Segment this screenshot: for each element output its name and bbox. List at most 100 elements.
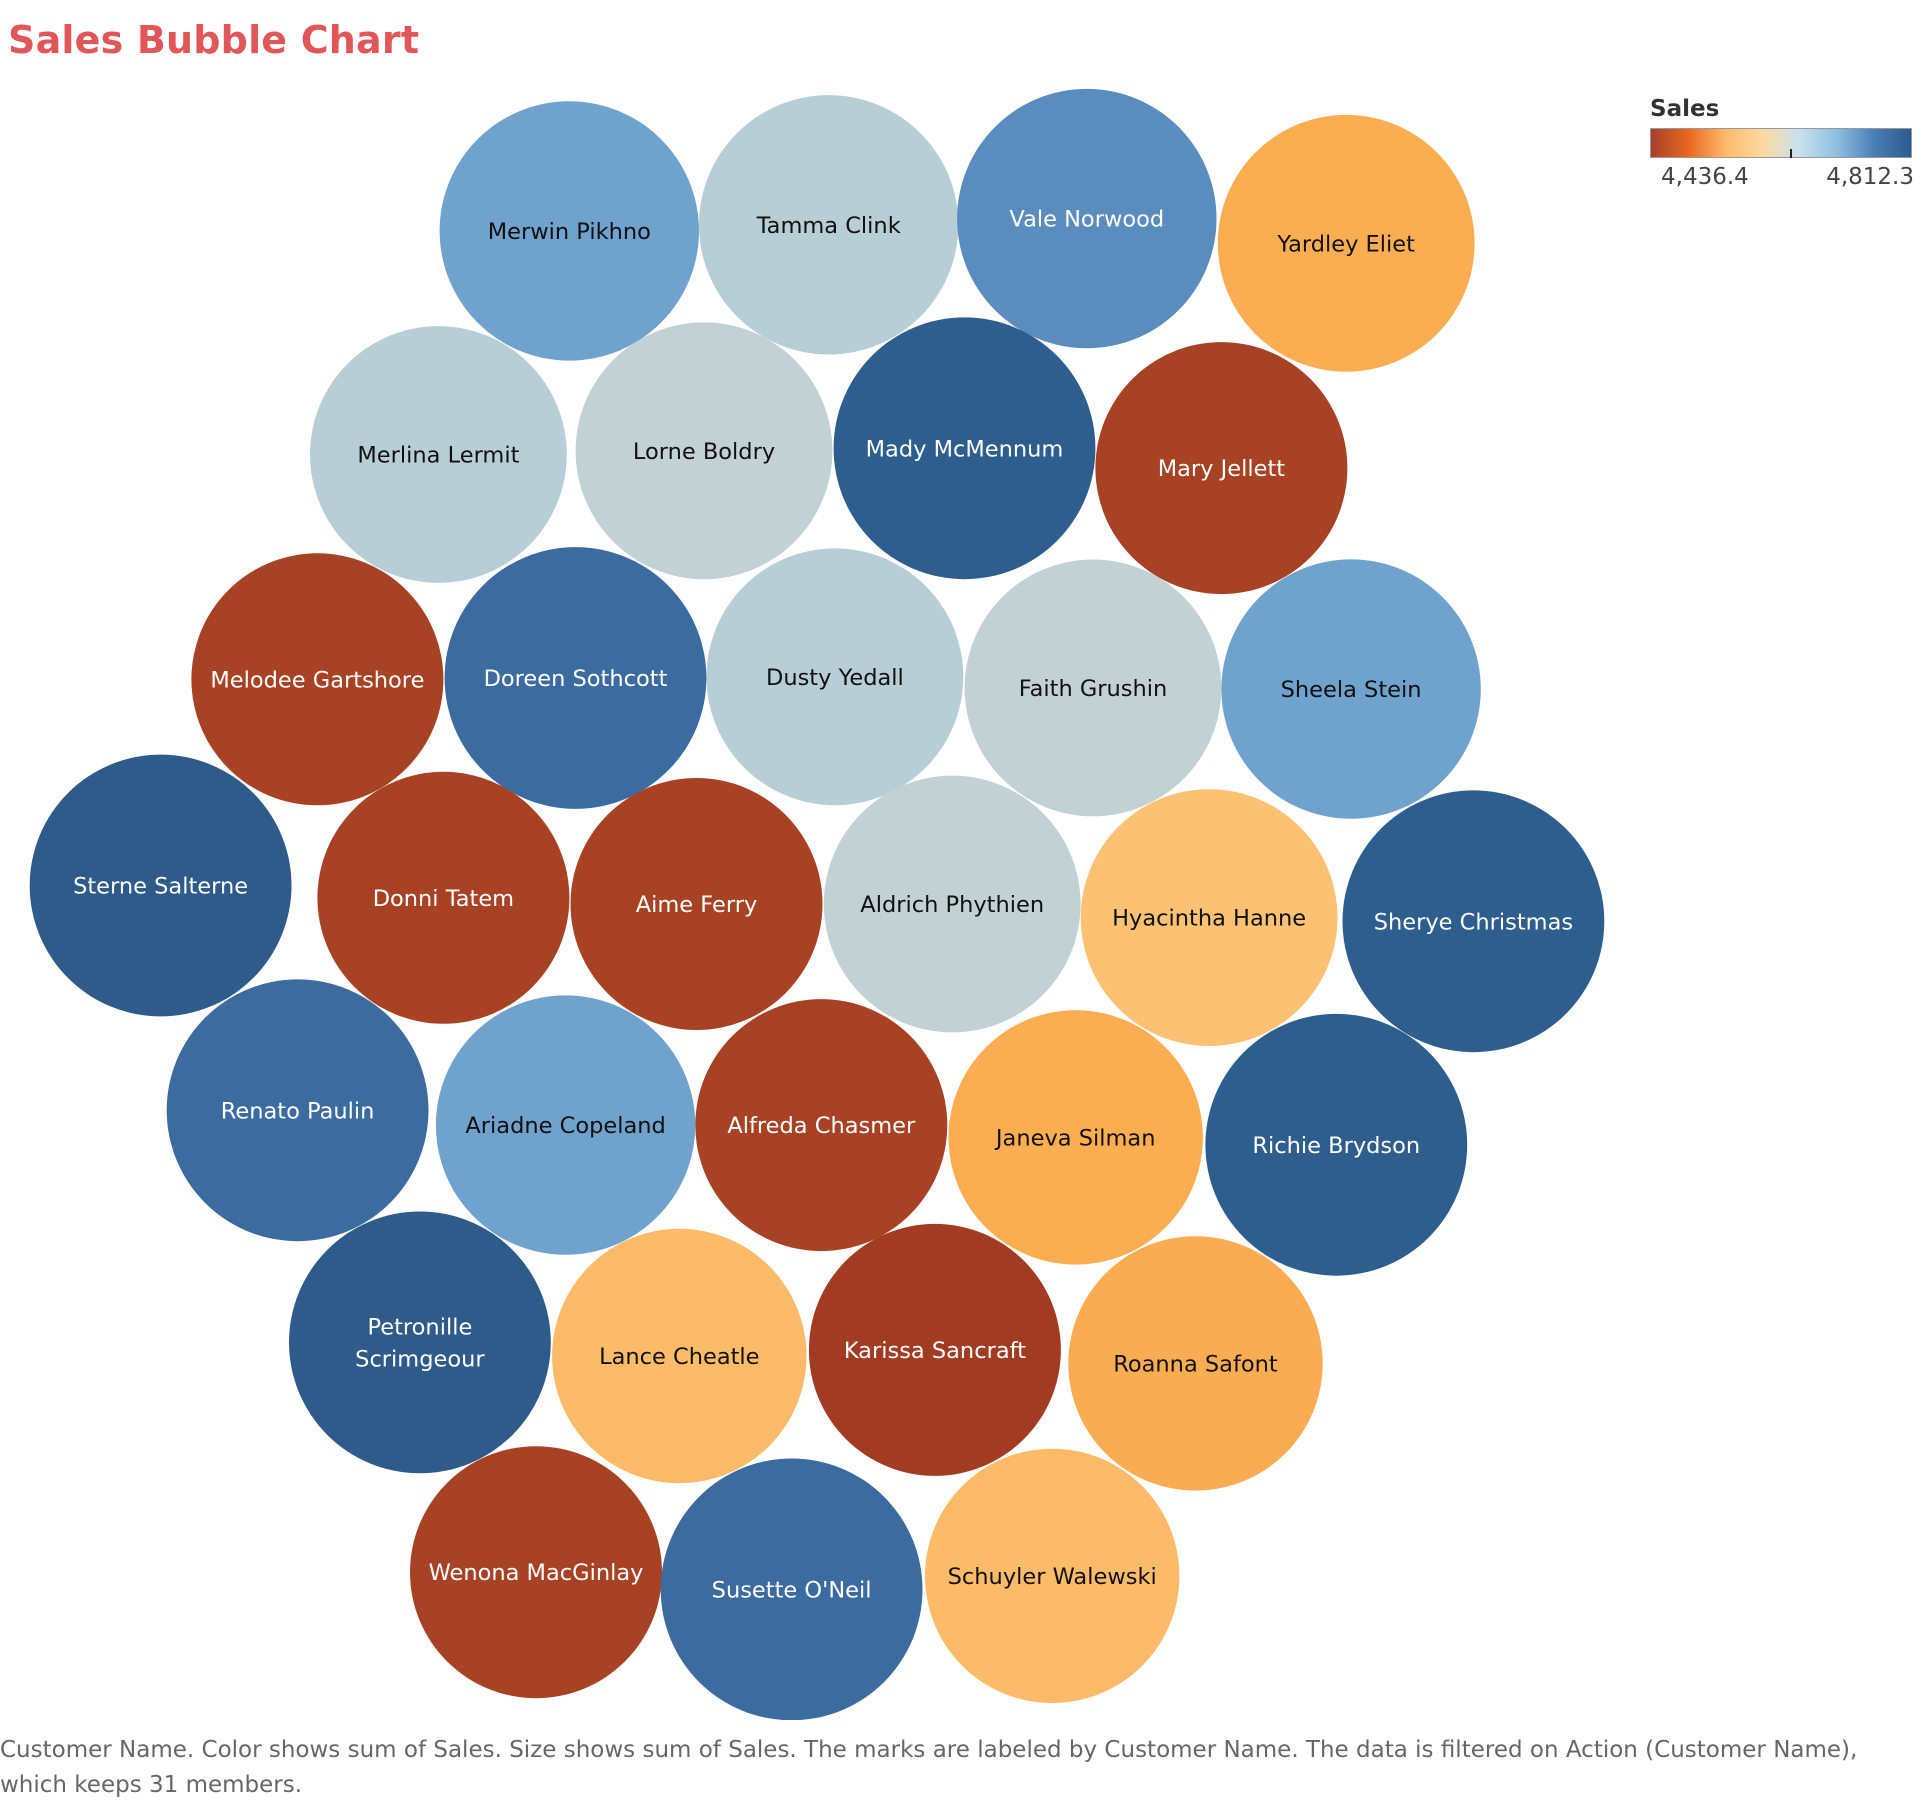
bubble-label: Karissa Sancraft: [844, 1338, 1026, 1364]
bubble-mark[interactable]: Sheela Stein: [1221, 559, 1481, 819]
legend-min-label: 4,436.4: [1661, 164, 1749, 190]
bubble-label: Lance Cheatle: [599, 1344, 759, 1370]
bubble-label: Mary Jellett: [1158, 456, 1286, 482]
bubble-mark[interactable]: Lorne Boldry: [575, 322, 833, 580]
bubble-circle[interactable]: [808, 1223, 1061, 1476]
bubble-circle[interactable]: [1095, 342, 1348, 595]
bubble-label: Alfreda Chasmer: [727, 1113, 916, 1139]
bubble-circle[interactable]: [317, 771, 570, 1024]
bubble-label: Wenona MacGinlay: [429, 1560, 644, 1586]
legend-title: Sales: [1650, 96, 1720, 122]
bubble-mark[interactable]: Sherye Christmas: [1342, 790, 1605, 1053]
bubble-mark[interactable]: Doreen Sothcott: [444, 547, 707, 809]
bubble-label: Merlina Lermit: [357, 443, 519, 469]
bubble-circle[interactable]: [924, 1448, 1180, 1704]
bubble-mark[interactable]: Roanna Safont: [1068, 1236, 1323, 1491]
bubble-label: Donni Tatem: [373, 886, 514, 912]
bubble-label: Dusty Yedall: [766, 665, 904, 691]
bubble-mark[interactable]: Merwin Pikhno: [439, 101, 699, 361]
bubble-circle[interactable]: [410, 1446, 662, 1699]
legend-max-label: 4,812.3: [1826, 164, 1914, 190]
bubble-circle[interactable]: [289, 1211, 551, 1474]
chart-caption: Customer Name. Color shows sum of Sales.…: [0, 1737, 1858, 1798]
bubble-label: Petronille Scrimgeour: [355, 1314, 485, 1372]
bubble-circle[interactable]: [948, 1010, 1203, 1265]
bubble-mark[interactable]: Karissa Sancraft: [808, 1223, 1061, 1476]
legend-midpoint-tick: [1790, 149, 1792, 158]
bubble-chart[interactable]: Merwin Pikhno Tamma Clink Vale Norwood Yard…: [0, 0, 1928, 1720]
bubble-circle[interactable]: [660, 1458, 923, 1721]
bubble-circle[interactable]: [575, 322, 833, 580]
bubble-circle[interactable]: [833, 317, 1096, 580]
bubble-label: Doreen Sothcott: [484, 666, 668, 692]
bubble-mark[interactable]: Aime Ferry: [570, 778, 823, 1030]
bubble-label: Lorne Boldry: [633, 439, 775, 465]
bubble-mark[interactable]: Wenona MacGinlay: [410, 1446, 662, 1699]
bubble-label: Merwin Pikhno: [488, 219, 651, 245]
bubble-label: Tamma Clink: [756, 213, 901, 239]
chart-title: Sales Bubble Chart: [8, 18, 420, 62]
bubble-mark[interactable]: Faith Grushin: [964, 559, 1222, 817]
bubble-label: Richie Brydson: [1252, 1133, 1420, 1159]
bubble-label: Roanna Safont: [1113, 1351, 1278, 1377]
bubble-circle[interactable]: [1221, 559, 1481, 819]
bubble-mark[interactable]: Janeva Silman: [948, 1010, 1203, 1265]
bubble-label: Hyacintha Hanne: [1112, 906, 1306, 932]
bubble-circle[interactable]: [706, 548, 964, 806]
bubble-label: Renato Paulin: [221, 1098, 375, 1124]
color-legend[interactable]: Sales 4,436.4 4,812.3: [1650, 96, 1926, 194]
bubble-mark[interactable]: Lance Cheatle: [552, 1228, 807, 1484]
bubble-circle[interactable]: [29, 754, 292, 1017]
bubble-circle[interactable]: [1068, 1236, 1323, 1491]
bubble-mark[interactable]: Sterne Salterne: [29, 754, 292, 1017]
bubble-circle[interactable]: [695, 999, 948, 1252]
bubble-circle[interactable]: [439, 101, 699, 361]
bubble-mark[interactable]: Tamma Clink: [699, 95, 959, 355]
bubble-circle[interactable]: [1205, 1013, 1468, 1276]
bubble-mark[interactable]: Mady McMennum: [833, 317, 1096, 580]
bubble-label: Vale Norwood: [1009, 207, 1164, 233]
legend-gradient-bar: [1650, 128, 1912, 158]
bubble-mark[interactable]: Vale Norwood: [957, 88, 1217, 349]
bubble-label: Sheela Stein: [1281, 677, 1422, 703]
bubble-mark[interactable]: Alfreda Chasmer: [695, 999, 948, 1252]
bubble-circle[interactable]: [435, 995, 696, 1255]
bubble-mark[interactable]: Susette O'Neil: [660, 1458, 923, 1721]
bubble-label: Faith Grushin: [1019, 676, 1168, 702]
bubble-circle[interactable]: [444, 547, 707, 809]
bubble-mark[interactable]: Melodee Gartshore: [191, 553, 444, 806]
bubble-label: Aldrich Phythien: [860, 892, 1044, 918]
bubble-circle[interactable]: [570, 778, 823, 1030]
bubble-label: Janeva Silman: [994, 1125, 1156, 1151]
bubble-circle[interactable]: [699, 95, 959, 355]
bubble-mark[interactable]: Aldrich Phythien: [823, 775, 1081, 1033]
bubble-circle[interactable]: [191, 553, 444, 806]
bubble-mark[interactable]: Renato Paulin: [166, 979, 429, 1242]
bubble-mark[interactable]: Ariadne Copeland: [435, 995, 696, 1255]
bubble-mark[interactable]: Richie Brydson: [1205, 1013, 1468, 1276]
bubble-circle[interactable]: [964, 559, 1222, 817]
bubble-circle[interactable]: [1342, 790, 1605, 1053]
bubble-circle[interactable]: [310, 326, 567, 583]
bubble-circle[interactable]: [552, 1228, 807, 1484]
bubble-circle[interactable]: [1080, 789, 1338, 1046]
bubble-label: Schuyler Walewski: [948, 1564, 1157, 1590]
bubble-circle[interactable]: [1217, 114, 1475, 372]
bubble-mark[interactable]: Merlina Lermit: [310, 326, 567, 583]
bubble-label: Susette O'Neil: [712, 1577, 872, 1603]
bubble-mark[interactable]: Schuyler Walewski: [924, 1448, 1180, 1704]
bubble-mark[interactable]: Mary Jellett: [1095, 342, 1348, 595]
bubble-label: Ariadne Copeland: [465, 1113, 665, 1139]
bubble-mark[interactable]: Yardley Eliet: [1217, 114, 1475, 372]
bubble-mark[interactable]: Petronille Scrimgeour: [289, 1211, 551, 1474]
bubble-circle[interactable]: [823, 775, 1081, 1033]
bubble-label: Sherye Christmas: [1374, 909, 1573, 935]
bubble-mark[interactable]: Hyacintha Hanne: [1080, 789, 1338, 1046]
bubble-circle[interactable]: [957, 88, 1217, 349]
bubble-label: Sterne Salterne: [73, 874, 248, 900]
bubble-label: Yardley Eliet: [1276, 231, 1415, 257]
bubble-circle[interactable]: [166, 979, 429, 1242]
bubble-mark[interactable]: Dusty Yedall: [706, 548, 964, 806]
bubble-mark[interactable]: Donni Tatem: [317, 771, 570, 1024]
bubble-label: Aime Ferry: [636, 892, 758, 918]
